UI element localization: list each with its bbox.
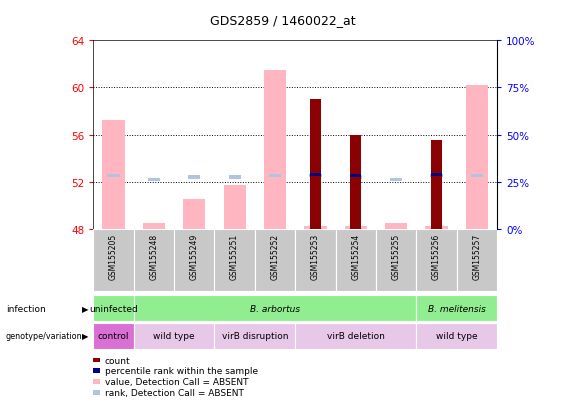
- Text: GSM155248: GSM155248: [149, 233, 158, 279]
- Bar: [471, 175, 483, 178]
- Text: value, Detection Call = ABSENT: value, Detection Call = ABSENT: [105, 377, 248, 386]
- Text: rank, Detection Call = ABSENT: rank, Detection Call = ABSENT: [105, 388, 244, 397]
- Bar: [295, 229, 336, 291]
- Text: ▶: ▶: [82, 304, 89, 313]
- Bar: [133, 323, 215, 349]
- Bar: [93, 323, 133, 349]
- Bar: [457, 229, 497, 291]
- Bar: [188, 176, 201, 179]
- Bar: [107, 175, 120, 178]
- Text: B. melitensis: B. melitensis: [428, 304, 486, 313]
- Bar: [255, 229, 295, 291]
- Bar: [376, 229, 416, 291]
- Bar: [431, 173, 442, 177]
- Bar: [183, 200, 205, 229]
- Bar: [350, 175, 362, 178]
- Text: GSM155249: GSM155249: [190, 233, 199, 279]
- Bar: [466, 86, 488, 229]
- Bar: [269, 175, 281, 178]
- Bar: [350, 176, 362, 179]
- Text: GSM155253: GSM155253: [311, 233, 320, 279]
- Text: GDS2859 / 1460022_at: GDS2859 / 1460022_at: [210, 14, 355, 27]
- Text: GSM155205: GSM155205: [109, 233, 118, 279]
- Bar: [215, 229, 255, 291]
- Bar: [390, 178, 402, 182]
- Bar: [416, 296, 497, 321]
- Text: GSM155256: GSM155256: [432, 233, 441, 279]
- Bar: [305, 227, 327, 229]
- Text: virB deletion: virB deletion: [327, 332, 385, 341]
- Bar: [416, 323, 497, 349]
- Bar: [133, 229, 174, 291]
- Text: GSM155251: GSM155251: [230, 233, 239, 279]
- Bar: [310, 173, 321, 177]
- Text: GSM155252: GSM155252: [271, 233, 280, 279]
- Bar: [425, 227, 447, 229]
- Bar: [93, 296, 133, 321]
- Bar: [336, 229, 376, 291]
- Text: GSM155255: GSM155255: [392, 233, 401, 279]
- Bar: [431, 175, 443, 178]
- Bar: [416, 229, 457, 291]
- Text: infection: infection: [6, 304, 45, 313]
- Bar: [264, 71, 286, 229]
- Text: percentile rank within the sample: percentile rank within the sample: [105, 366, 258, 375]
- Text: count: count: [105, 356, 130, 365]
- Bar: [309, 175, 321, 178]
- Bar: [93, 229, 133, 291]
- Bar: [224, 186, 246, 229]
- Text: control: control: [98, 332, 129, 341]
- Bar: [228, 176, 241, 179]
- Bar: [215, 323, 295, 349]
- Bar: [345, 227, 367, 229]
- Text: genotype/variation: genotype/variation: [6, 332, 82, 341]
- Text: uninfected: uninfected: [89, 304, 138, 313]
- Bar: [102, 121, 124, 229]
- Bar: [133, 296, 416, 321]
- Text: B. arbortus: B. arbortus: [250, 304, 300, 313]
- Bar: [431, 141, 442, 229]
- Text: GSM155257: GSM155257: [472, 233, 481, 279]
- Bar: [174, 229, 215, 291]
- Bar: [295, 323, 416, 349]
- Bar: [385, 223, 407, 229]
- Text: wild type: wild type: [153, 332, 195, 341]
- Bar: [147, 178, 160, 182]
- Bar: [143, 223, 165, 229]
- Text: GSM155254: GSM155254: [351, 233, 360, 279]
- Text: wild type: wild type: [436, 332, 477, 341]
- Text: ▶: ▶: [82, 332, 89, 341]
- Bar: [350, 135, 362, 229]
- Bar: [310, 100, 321, 229]
- Text: virB disruption: virB disruption: [221, 332, 288, 341]
